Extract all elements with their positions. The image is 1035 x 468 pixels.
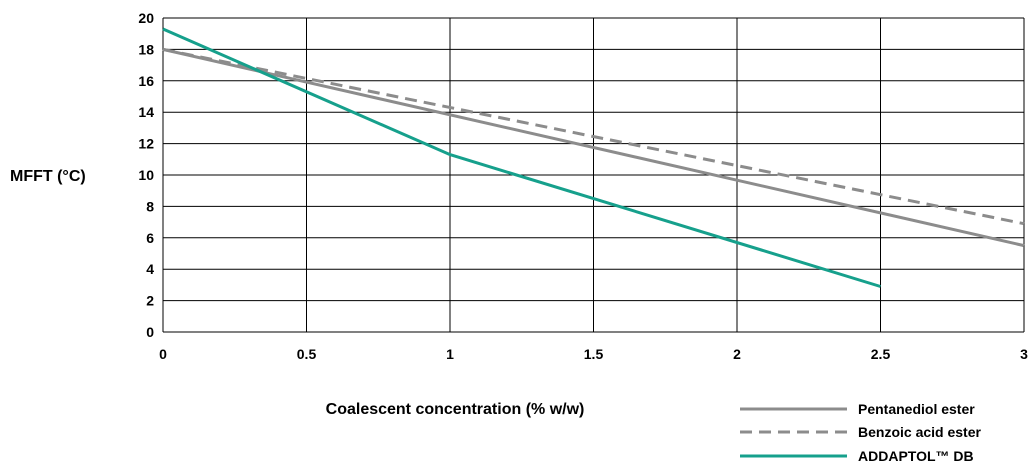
x-tick-label: 2 xyxy=(733,346,741,362)
series-line-1 xyxy=(162,47,1025,226)
y-tick-label: 12 xyxy=(138,136,154,152)
x-tick-label: 0 xyxy=(159,346,167,362)
x-axis-title: Coalescent concentration (% w/w) xyxy=(326,401,585,418)
x-tick-label: 1.5 xyxy=(584,346,604,362)
y-tick-label: 4 xyxy=(146,261,154,277)
x-tick-label: 2.5 xyxy=(871,346,891,362)
legend-label-1: Benzoic acid ester xyxy=(858,424,981,440)
legend-label-2: ADDAPTOL™ DB xyxy=(858,448,974,464)
y-tick-label: 16 xyxy=(138,73,154,89)
y-axis-title: MFFT (°C) xyxy=(10,168,86,185)
y-tick-label: 8 xyxy=(146,198,154,214)
legend: Pentanediol ester Benzoic acid ester ADDAP… xyxy=(740,401,981,464)
series-line-0 xyxy=(162,47,1025,248)
y-tick-label: 14 xyxy=(138,104,154,120)
y-tick-label: 0 xyxy=(146,324,154,340)
y-tick-label: 18 xyxy=(138,41,154,57)
series-lines xyxy=(162,27,1025,288)
x-tick-label: 3 xyxy=(1020,346,1028,362)
legend-label-0: Pentanediol ester xyxy=(858,401,975,417)
x-tick-label: 0.5 xyxy=(297,346,317,362)
y-tick-label: 20 xyxy=(138,10,154,26)
y-tick-labels: 0 2 4 6 8 10 12 14 16 18 20 xyxy=(138,10,154,340)
grid-lines xyxy=(162,17,1025,333)
x-tick-labels: 0 0.5 1 1.5 2 2.5 3 xyxy=(159,346,1028,362)
y-tick-label: 2 xyxy=(146,293,154,309)
y-tick-label: 6 xyxy=(146,230,154,246)
x-tick-label: 1 xyxy=(446,346,454,362)
y-tick-label: 10 xyxy=(138,167,154,183)
series-line-2 xyxy=(162,27,881,288)
